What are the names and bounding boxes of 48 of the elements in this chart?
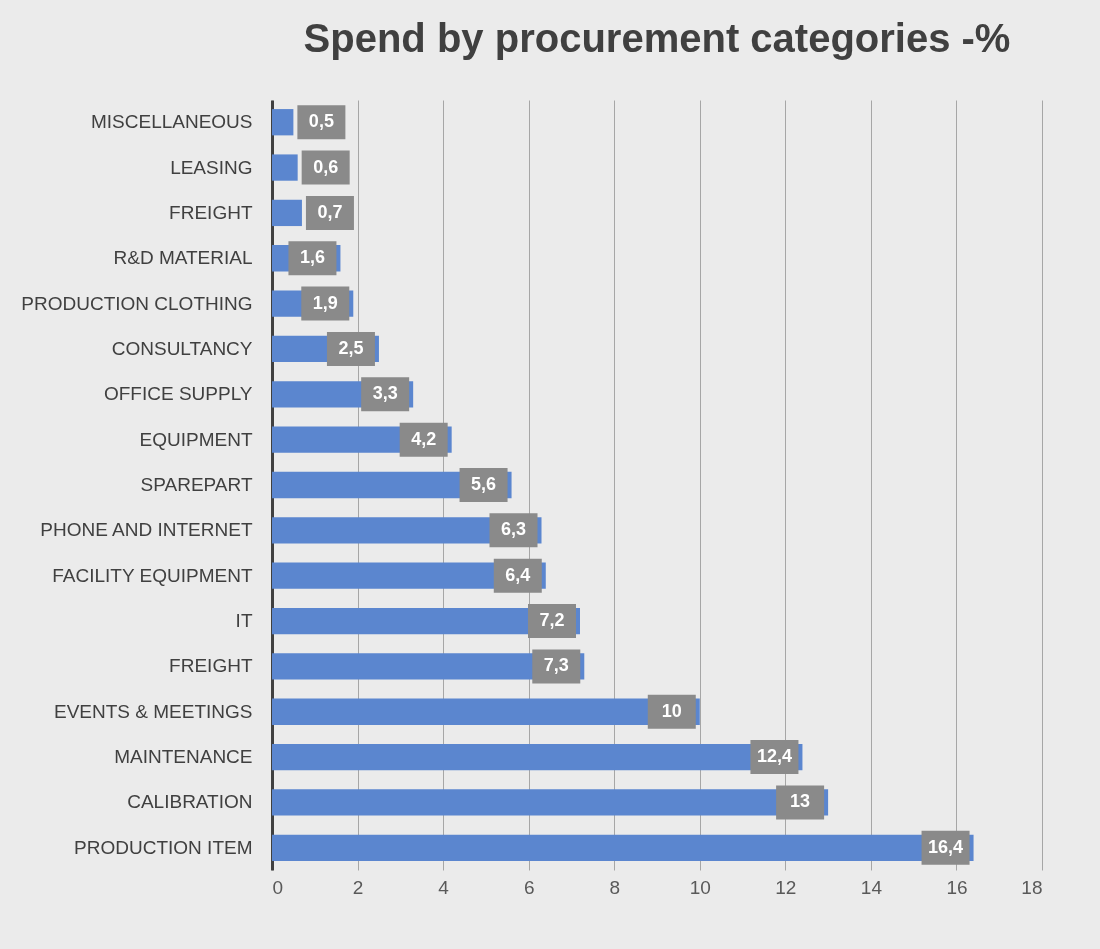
- x-tick-label: 2: [352, 876, 364, 898]
- data-label: 0,7: [317, 201, 343, 222]
- data-label: 6,3: [500, 519, 527, 540]
- x-tick-label: 14: [860, 876, 883, 898]
- x-tick-label: 10: [689, 876, 711, 898]
- data-label: 1,6: [299, 247, 325, 268]
- y-tick-label: IT: [235, 610, 253, 632]
- data-label: 12,4: [756, 746, 792, 767]
- bar: [272, 199, 302, 227]
- data-label: 0,5: [308, 111, 334, 132]
- y-tick-label: R&D MATERIAL: [113, 247, 253, 269]
- y-tick-label: CONSULTANCY: [111, 337, 253, 359]
- y-tick-label: PHONE AND INTERNET: [40, 519, 253, 541]
- data-label: 3,3: [372, 383, 398, 404]
- data-label: 7,3: [543, 655, 569, 676]
- x-tick-label: 0: [272, 876, 284, 898]
- x-tick-label: 16: [946, 876, 968, 898]
- data-label: 10: [661, 700, 682, 721]
- chart-title: Spend by procurement categories -%: [303, 16, 1011, 60]
- y-tick-label: PRODUCTION ITEM: [74, 836, 253, 858]
- y-tick-label: FREIGHT: [169, 655, 253, 677]
- y-tick-label: OFFICE SUPPLY: [103, 383, 253, 405]
- data-label: 0,6: [313, 156, 339, 177]
- data-label: 1,9: [312, 292, 338, 313]
- y-tick-label: SPAREPART: [140, 474, 253, 495]
- x-tick-label: 6: [523, 876, 535, 898]
- y-tick-label: FREIGHT: [169, 201, 253, 223]
- y-tick-label: CALIBRATION: [127, 791, 253, 813]
- y-tick-label: EVENTS & MEETINGS: [54, 700, 253, 722]
- y-tick-label: FACILITY EQUIPMENT: [52, 564, 253, 586]
- y-tick-label: LEASING: [170, 156, 253, 178]
- data-label: 16,4: [928, 836, 964, 857]
- y-tick-label: EQUIPMENT: [139, 428, 253, 450]
- data-label: 4,2: [411, 428, 437, 449]
- data-label: 6,4: [505, 564, 531, 585]
- data-label: 13: [790, 791, 811, 812]
- data-label: 2,5: [338, 337, 364, 358]
- bar: [272, 154, 298, 181]
- y-tick-label: MISCELLANEOUS: [90, 111, 253, 133]
- x-tick-label: 12: [775, 876, 797, 898]
- data-label: 5,6: [471, 474, 497, 494]
- x-tick-label: 4: [438, 876, 450, 898]
- x-tick-label: 8: [609, 876, 621, 898]
- x-tick-label: 18: [1021, 876, 1043, 898]
- data-label: 7,2: [539, 610, 565, 631]
- bar: [272, 109, 294, 136]
- y-tick-label: PRODUCTION CLOTHING: [21, 292, 253, 314]
- y-tick-label: MAINTENANCE: [114, 746, 253, 768]
